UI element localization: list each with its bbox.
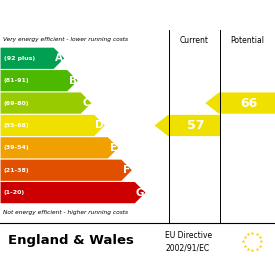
Polygon shape [1, 48, 64, 69]
Text: Very energy efficient - lower running costs: Very energy efficient - lower running co… [3, 37, 128, 42]
Polygon shape [1, 137, 118, 158]
Text: C: C [82, 98, 90, 108]
Text: (81-91): (81-91) [4, 78, 29, 83]
Text: F: F [123, 165, 130, 175]
Text: D: D [95, 120, 104, 131]
Polygon shape [1, 115, 105, 136]
Text: 2002/91/EC: 2002/91/EC [165, 243, 209, 252]
Text: (55-68): (55-68) [4, 123, 29, 128]
Text: Not energy efficient - higher running costs: Not energy efficient - higher running co… [3, 210, 128, 215]
Polygon shape [155, 115, 221, 136]
Text: (39-54): (39-54) [4, 145, 29, 150]
Polygon shape [1, 182, 145, 203]
Text: B: B [68, 76, 76, 86]
Polygon shape [1, 160, 132, 181]
Text: (21-38): (21-38) [4, 168, 29, 173]
Polygon shape [1, 92, 91, 114]
Text: 57: 57 [187, 119, 205, 132]
Text: G: G [136, 188, 144, 198]
Text: 66: 66 [240, 96, 257, 110]
Polygon shape [205, 92, 275, 114]
Text: A: A [55, 53, 63, 63]
Text: E: E [109, 143, 117, 153]
Text: Potential: Potential [230, 36, 265, 45]
Polygon shape [1, 70, 78, 91]
Text: (92 plus): (92 plus) [4, 56, 35, 61]
Text: EU Directive: EU Directive [165, 231, 212, 240]
Text: (69-80): (69-80) [4, 101, 29, 106]
Text: England & Wales: England & Wales [8, 234, 134, 247]
Text: Energy Efficiency Rating: Energy Efficiency Rating [37, 7, 238, 22]
Text: (1-20): (1-20) [4, 190, 25, 195]
Text: Current: Current [180, 36, 209, 45]
